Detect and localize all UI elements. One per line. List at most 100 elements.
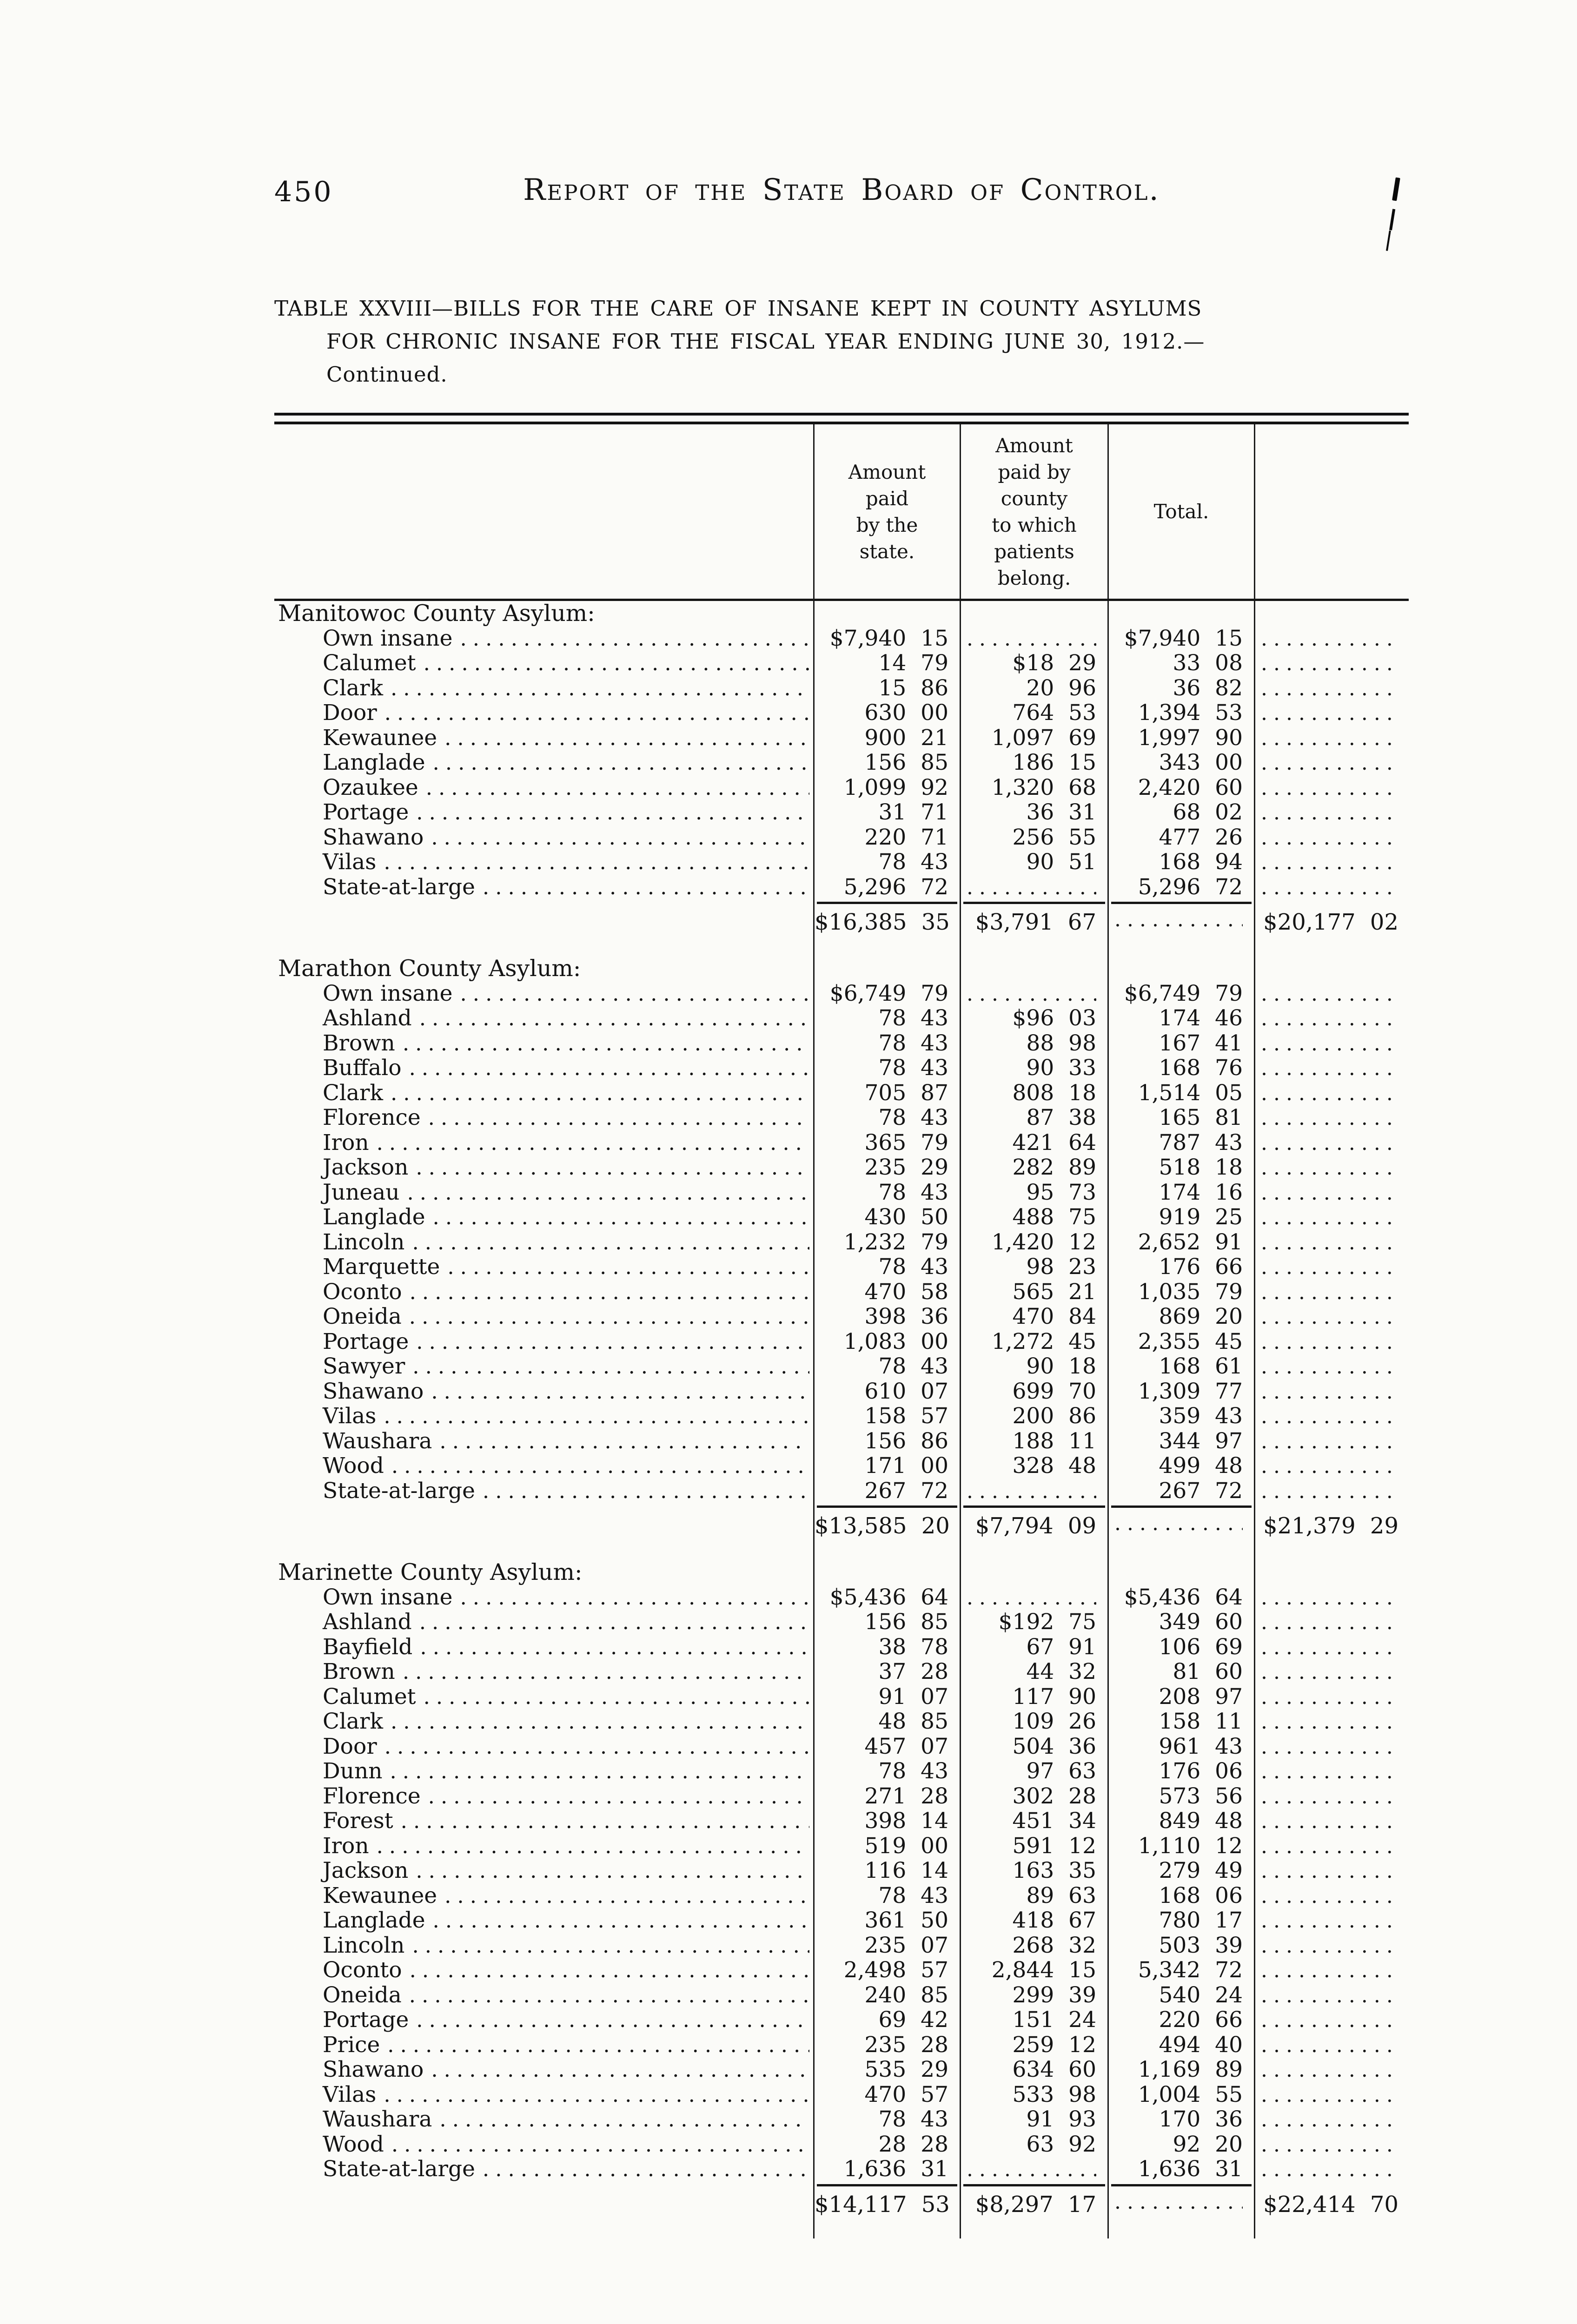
county-name: Clark [323, 1709, 383, 1734]
county-name: Oconto [323, 1279, 402, 1305]
county-row-label: Florence [274, 1783, 813, 1809]
amount-paid-by-county: 91 93 [960, 2107, 1107, 2132]
filler-dots [1255, 1659, 1398, 1684]
amount-paid-by-county: $18 29 [960, 651, 1107, 676]
amount-paid-by-state: 48 85 [813, 1709, 960, 1734]
county-name: State-at-large [323, 2156, 475, 2182]
row-spacer [960, 1541, 1107, 1560]
county-row-label: Bayfield [274, 1634, 813, 1660]
county-name: Shawano [323, 1378, 424, 1404]
county-row-label: Price [274, 2032, 813, 2058]
amount-paid-by-state: 14 79 [813, 651, 960, 676]
amount-paid-by-county: 87 38 [960, 1105, 1107, 1130]
county-row-label: Florence [274, 1105, 813, 1130]
blank-cell [1254, 601, 1409, 626]
amount-total: 1,394 53 [1107, 700, 1254, 726]
county-name: Vilas [323, 1403, 377, 1429]
filler-dots [1255, 1958, 1398, 1983]
column-header-total: Total. [1107, 424, 1254, 601]
filler-dots [1255, 1784, 1398, 1809]
amount-paid-by-state: 1,099 92 [813, 775, 960, 800]
amount-total: 279 49 [1107, 1858, 1254, 1883]
amount-paid-by-county: 109 26 [960, 1709, 1107, 1734]
grand-total-cell [1254, 2132, 1409, 2157]
grand-total-cell [1254, 750, 1409, 775]
leader-dots [410, 1280, 809, 1305]
filler-dots [1255, 1404, 1398, 1429]
county-row-label: Jackson [274, 1155, 813, 1180]
amount-paid-by-state: 705 87 [813, 1080, 960, 1105]
leader-dots [426, 775, 809, 800]
county-name: Oneida [323, 1982, 402, 2008]
filler-dots [1255, 1304, 1398, 1329]
amount-paid-by-state: 240 85 [813, 1982, 960, 2007]
filler-dots [1255, 1354, 1398, 1379]
grand-total-cell [1254, 1379, 1409, 1404]
county-name: Door [323, 1733, 377, 1759]
filler-dots [1109, 1511, 1243, 1536]
amount-paid-by-state: 457 07 [813, 1734, 960, 1759]
county-name: Ashland [323, 1005, 412, 1031]
amount-total: 174 46 [1107, 1006, 1254, 1031]
amount-total: 961 43 [1107, 1734, 1254, 1759]
amount-total: 5,342 72 [1107, 1958, 1254, 1983]
amount-paid-by-state: 365 79 [813, 1130, 960, 1155]
amount-paid-by-state: 78 43 [813, 1354, 960, 1379]
amount-paid-by-state: $6,749 79 [813, 981, 960, 1006]
subtotal-rule-segment [963, 2184, 1105, 2186]
amount-paid-by-county: 90 51 [960, 850, 1107, 875]
county-name: Portage [323, 1328, 409, 1354]
amount-paid-by-state: 28 28 [813, 2132, 960, 2157]
amount-paid-by-county: 634 60 [960, 2057, 1107, 2082]
county-row-label: Wood [274, 1453, 813, 1479]
filler-dots [1255, 1105, 1398, 1130]
amount-total: 1,309 77 [1107, 1379, 1254, 1404]
filler-dots [1255, 800, 1398, 825]
leader-dots [416, 1155, 809, 1180]
county-row-label: Brown [274, 1659, 813, 1684]
filler-dots [1255, 2057, 1398, 2082]
grand-total-cell [1254, 1908, 1409, 1933]
amount-total: 174 16 [1107, 1180, 1254, 1205]
filler-dots [1255, 676, 1398, 701]
filler-dots [1255, 1734, 1398, 1759]
amount-paid-by-county: 533 98 [960, 2082, 1107, 2107]
leader-dots [416, 1858, 809, 1883]
caption-line-1: TABLE XXVIII—BILLS FOR THE CARE OF INSAN… [274, 296, 1202, 321]
grand-total-cell [1254, 1809, 1409, 1834]
filler-dots [1255, 1453, 1398, 1479]
leader-dots [424, 651, 809, 676]
subtotal-rule [960, 899, 1107, 907]
amount-total: 573 56 [1107, 1783, 1254, 1809]
county-row-label: Marquette [274, 1254, 813, 1280]
amount-paid-by-county [960, 874, 1107, 899]
amount-total: 869 20 [1107, 1304, 1254, 1329]
filler-dots [1255, 825, 1398, 850]
grand-total-cell [1254, 1958, 1409, 1983]
county-row-label: Shawano [274, 2057, 813, 2082]
filler-dots [1255, 1205, 1398, 1230]
leader-dots [460, 981, 810, 1006]
amount-paid-by-county: 67 91 [960, 1634, 1107, 1659]
county-row-label: State-at-large [274, 1478, 813, 1504]
amount-paid-by-county: $96 03 [960, 1006, 1107, 1031]
amount-paid-by-county: 256 55 [960, 825, 1107, 850]
amount-paid-by-county: 1,097 69 [960, 725, 1107, 750]
amount-paid-by-county: 808 18 [960, 1080, 1107, 1105]
leader-dots [420, 1635, 809, 1660]
leader-dots [428, 1784, 809, 1809]
grand-total-cell [1254, 2032, 1409, 2057]
amount-total: 503 39 [1107, 1933, 1254, 1958]
leader-dots [460, 626, 810, 651]
amount-paid-by-state: 398 14 [813, 1809, 960, 1834]
amount-total: 1,997 90 [1107, 725, 1254, 750]
grand-total-cell [1254, 1006, 1409, 1031]
amount-paid-by-state: $5,436 64 [813, 1585, 960, 1610]
amount-paid-by-county: 117 90 [960, 1684, 1107, 1709]
subtotal-rule [960, 2181, 1107, 2189]
amount-total: 2,652 91 [1107, 1229, 1254, 1254]
county-row-label: Door [274, 700, 813, 726]
amount-paid-by-state: 900 21 [813, 725, 960, 750]
subtotal-rule-segment [963, 1505, 1105, 1508]
county-row-label: State-at-large [274, 874, 813, 900]
